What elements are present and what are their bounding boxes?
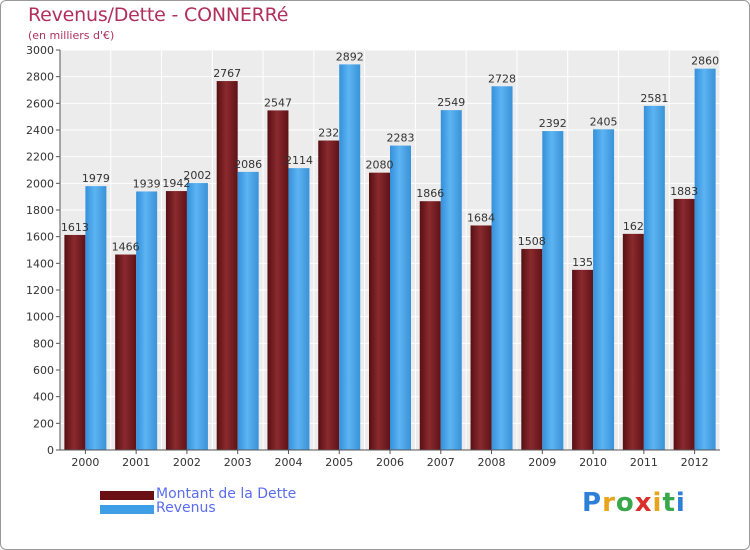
data-label-dette: 2767 bbox=[213, 67, 241, 80]
legend-swatch-revenus bbox=[100, 505, 154, 514]
data-label-revenus: 1979 bbox=[82, 172, 110, 185]
bar-dette bbox=[165, 191, 187, 451]
y-tick-label: 400 bbox=[33, 391, 54, 404]
data-label-revenus: 2892 bbox=[336, 50, 364, 63]
y-tick-label: 1200 bbox=[26, 284, 54, 297]
bar-dette bbox=[521, 248, 543, 450]
x-tick-label: 2001 bbox=[122, 456, 150, 469]
data-label-dette: 1613 bbox=[61, 221, 89, 234]
bars-group bbox=[64, 64, 716, 451]
data-label-revenus: 2392 bbox=[539, 117, 567, 130]
bar-dette bbox=[369, 172, 390, 450]
bar-revenus bbox=[136, 191, 158, 450]
y-tick-label: 2800 bbox=[26, 71, 54, 84]
logo-letter: i bbox=[675, 488, 686, 518]
bar-dette bbox=[216, 81, 238, 451]
x-tick-label: 2008 bbox=[478, 456, 506, 469]
bar-dette bbox=[470, 225, 492, 450]
bar-revenus bbox=[643, 105, 665, 450]
logo-letter: P bbox=[582, 488, 603, 518]
data-label-revenus: 2581 bbox=[640, 92, 668, 105]
bar-dette bbox=[572, 269, 594, 450]
bar-dette bbox=[622, 233, 644, 450]
data-label-revenus: 2549 bbox=[437, 96, 465, 109]
x-tick-label: 2002 bbox=[173, 456, 201, 469]
bar-revenus bbox=[288, 168, 310, 450]
bar-revenus bbox=[186, 183, 208, 451]
bar-revenus bbox=[440, 110, 462, 450]
y-tick-label: 1000 bbox=[26, 311, 54, 324]
chart-subtitle: (en milliers d'€) bbox=[28, 29, 115, 42]
bar-dette bbox=[115, 254, 137, 450]
data-label-dette: 1866 bbox=[416, 187, 444, 200]
bar-revenus bbox=[542, 131, 564, 451]
logo-letter: o bbox=[615, 488, 635, 518]
x-tick-label: 2007 bbox=[427, 456, 455, 469]
data-label-revenus: 2002 bbox=[183, 169, 211, 182]
bar-revenus bbox=[694, 68, 716, 451]
y-tick-label: 1400 bbox=[26, 257, 54, 270]
proxiti-logo: Proxiti bbox=[582, 488, 686, 518]
data-label-dette: 162 bbox=[623, 220, 644, 233]
data-label-revenus: 2860 bbox=[691, 55, 719, 68]
y-tick-label: 200 bbox=[33, 417, 54, 430]
x-tick-label: 2006 bbox=[376, 456, 404, 469]
y-tick-label: 1600 bbox=[26, 231, 54, 244]
data-label-revenus: 1939 bbox=[133, 177, 161, 190]
data-label-dette: 2080 bbox=[366, 159, 394, 172]
data-label-revenus: 2728 bbox=[488, 72, 516, 85]
logo-letter: t bbox=[662, 488, 676, 518]
data-label-revenus: 2405 bbox=[590, 115, 618, 128]
bar-dette bbox=[673, 198, 695, 450]
y-tick-label: 600 bbox=[33, 364, 54, 377]
y-tick-label: 2200 bbox=[26, 151, 54, 164]
bar-revenus bbox=[339, 64, 361, 451]
x-tick-label: 2011 bbox=[630, 456, 658, 469]
data-label-dette: 1466 bbox=[112, 241, 140, 254]
bar-revenus bbox=[593, 129, 615, 451]
bar-revenus bbox=[390, 145, 411, 450]
y-tick-label: 2600 bbox=[26, 97, 54, 110]
y-tick-label: 2000 bbox=[26, 177, 54, 190]
legend-label-revenus: Revenus bbox=[156, 500, 216, 516]
logo-letter: i bbox=[652, 488, 663, 518]
logo-letter: r bbox=[602, 488, 616, 518]
y-tick-label: 2400 bbox=[26, 124, 54, 137]
data-label-dette: 1883 bbox=[670, 185, 698, 198]
x-tick-label: 2009 bbox=[528, 456, 556, 469]
y-tick-label: 0 bbox=[47, 444, 54, 457]
x-tick-label: 2004 bbox=[274, 456, 302, 469]
bar-revenus bbox=[85, 186, 107, 450]
data-label-dette: 1684 bbox=[467, 211, 495, 224]
x-tick-label: 2010 bbox=[579, 456, 607, 469]
chart-title: Revenus/Dette - CONNERRé bbox=[28, 4, 289, 26]
y-tick-label: 3000 bbox=[26, 44, 54, 57]
bar-revenus bbox=[237, 171, 259, 450]
x-tick-label: 2003 bbox=[224, 456, 252, 469]
bar-dette bbox=[419, 201, 441, 450]
data-label-dette: 1508 bbox=[518, 235, 546, 248]
logo-letter: x bbox=[634, 488, 653, 518]
data-label-dette: 135 bbox=[572, 256, 593, 269]
x-tick-label: 2000 bbox=[71, 456, 99, 469]
data-label-revenus: 2283 bbox=[387, 132, 415, 145]
bar-revenus bbox=[491, 86, 513, 451]
bar-dette bbox=[64, 234, 86, 450]
data-label-revenus: 2114 bbox=[285, 154, 313, 167]
data-label-dette: 1942 bbox=[162, 177, 190, 190]
x-tick-label: 2005 bbox=[325, 456, 353, 469]
labels-group: 0 200 400 600 800 1000 1200 1400 1600 1800 2000 220… bbox=[26, 44, 719, 469]
x-tick-label: 2012 bbox=[681, 456, 709, 469]
y-tick-label: 1800 bbox=[26, 204, 54, 217]
data-label-dette: 232 bbox=[318, 127, 339, 140]
axes-group bbox=[56, 49, 720, 454]
y-tick-label: 800 bbox=[33, 337, 54, 350]
bar-dette bbox=[267, 110, 289, 451]
data-label-dette: 2547 bbox=[264, 96, 292, 109]
legend-label-dette: Montant de la Dette bbox=[156, 486, 297, 502]
legend-swatch-dette bbox=[100, 491, 154, 500]
data-label-revenus: 2086 bbox=[234, 158, 262, 171]
bar-dette bbox=[318, 140, 340, 451]
